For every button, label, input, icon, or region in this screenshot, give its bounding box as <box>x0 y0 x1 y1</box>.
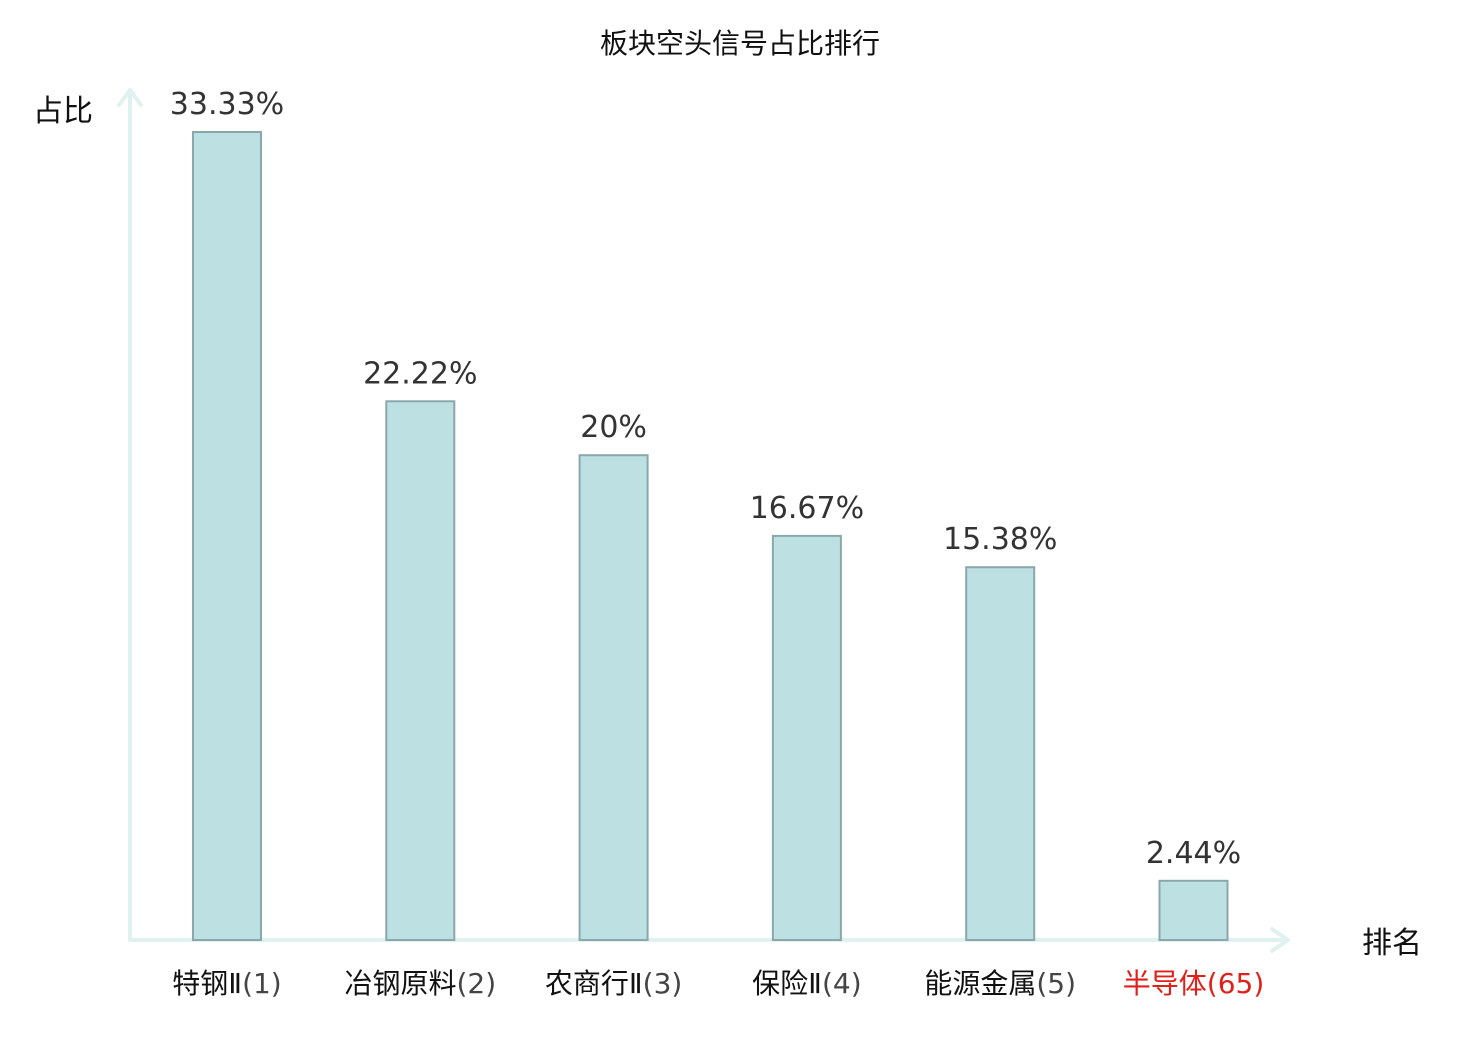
value-label-3: 20% <box>580 410 647 445</box>
category-label-5: 能源金属(5) <box>924 967 1076 1000</box>
category-label-3: 农商行Ⅱ(3) <box>545 967 682 1000</box>
bar-1 <box>192 131 262 941</box>
value-label-5: 15.38% <box>943 522 1057 557</box>
category-rank: (65) <box>1207 967 1264 1000</box>
bar-3 <box>578 454 649 941</box>
category-label-2: 冶钢原料(2) <box>344 967 496 1000</box>
category-labels-group: 特钢Ⅱ(1) 冶钢原料(2) 农商行Ⅱ(3) 保险Ⅱ(4) 能源金属(5) 半导体(65) <box>172 967 1264 1000</box>
category-label-6: 半导体(65) <box>1123 967 1265 1000</box>
category-name: 特钢Ⅱ <box>172 967 242 1000</box>
y-axis-arrow <box>117 88 143 107</box>
bar-4 <box>771 534 842 942</box>
bar-2 <box>385 400 456 941</box>
category-name: 半导体 <box>1123 967 1207 1000</box>
bar-6 <box>1158 879 1229 941</box>
bar-5 <box>965 566 1036 941</box>
value-label-1: 33.33% <box>170 87 284 122</box>
value-label-2: 22.22% <box>363 356 477 391</box>
category-label-4: 保险Ⅱ(4) <box>752 967 861 1000</box>
category-rank: (1) <box>242 967 282 1000</box>
category-name: 冶钢原料 <box>344 967 456 1000</box>
x-axis-arrow <box>1270 927 1290 953</box>
category-rank: (3) <box>643 967 683 1000</box>
category-label-1: 特钢Ⅱ(1) <box>172 967 281 1000</box>
category-rank: (2) <box>456 967 496 1000</box>
category-name: 能源金属 <box>924 967 1036 1000</box>
category-rank: (4) <box>822 967 862 1000</box>
x-axis-label: 排名 <box>1362 926 1422 961</box>
bars-group <box>192 131 1229 942</box>
value-label-6: 2.44% <box>1146 836 1241 871</box>
chart-title: 板块空头信号占比排行 <box>600 27 880 60</box>
value-labels-group: 33.33% 22.22% 20% 16.67% 15.38% 2.44% <box>170 87 1241 871</box>
category-name: 农商行Ⅱ <box>545 967 643 1000</box>
value-label-4: 16.67% <box>750 491 864 526</box>
y-axis-label: 占比 <box>33 94 93 129</box>
category-rank: (5) <box>1036 967 1076 1000</box>
category-name: 保险Ⅱ <box>752 967 822 1000</box>
axes <box>117 88 1290 953</box>
